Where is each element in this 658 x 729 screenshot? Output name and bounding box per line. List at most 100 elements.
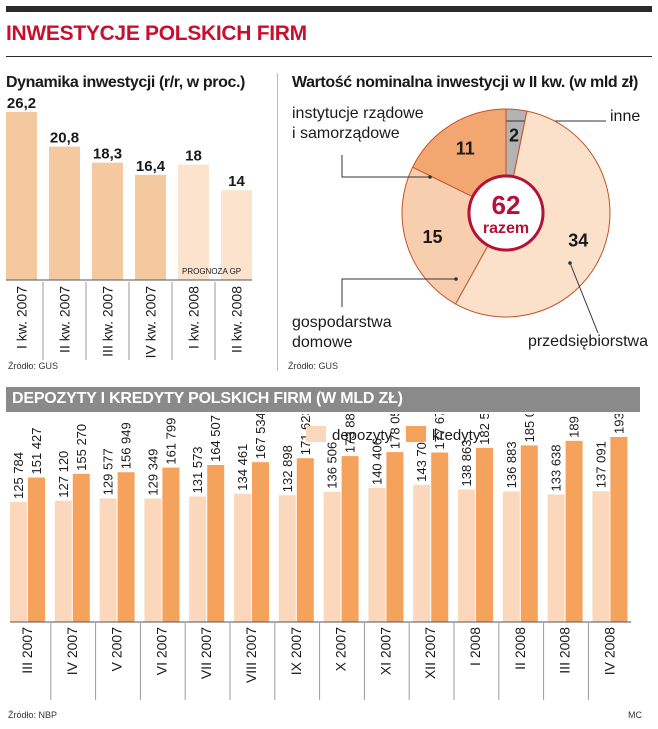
deposits-category-label: X 2007 (333, 627, 349, 672)
deposit-value-label: 138 863 (459, 440, 474, 487)
pie-total-label: razem (483, 220, 529, 237)
growth-value-label: 14 (228, 173, 245, 190)
legend-label: kredyty (432, 427, 481, 444)
pie-category-label: i samorządowe (292, 125, 400, 142)
credit-bar (117, 472, 135, 622)
growth-category-label: II kw. 2007 (57, 286, 73, 353)
growth-category-label: I kw. 2008 (186, 286, 202, 349)
deposit-value-label: 125 784 (11, 452, 26, 499)
pie-leader-line (569, 262, 599, 334)
credit-value-label: 182 538 (477, 414, 492, 445)
growth-bar (6, 112, 37, 280)
credit-bar (341, 456, 359, 622)
deposit-value-label: 133 638 (549, 444, 564, 491)
title-divider (6, 56, 652, 57)
credit-bar (565, 440, 583, 622)
pie-value-label: 15 (423, 227, 443, 247)
pie-total-value: 62 (492, 190, 521, 220)
pie-leader-line (341, 155, 430, 178)
deposit-bar (592, 491, 610, 622)
deposit-bar (99, 498, 117, 622)
deposits-source: Źródło: NBP (8, 710, 58, 720)
forecast-label: PROGNOZA GP (182, 267, 241, 276)
deposits-category-label: V 2007 (109, 627, 125, 672)
growth-source: Źródło: GUS (8, 361, 59, 371)
deposits-category-label: VI 2007 (153, 627, 169, 675)
credit-bar (252, 462, 269, 622)
deposits-category-label: IV 2008 (601, 627, 617, 675)
credit-bar (28, 477, 45, 622)
pie-value-label: 2 (509, 125, 519, 145)
deposits-category-label: VIII 2007 (243, 627, 259, 683)
pie-value-label: 11 (456, 139, 475, 159)
credit-value-label: 177 671 (432, 414, 447, 449)
deposit-bar (458, 489, 475, 622)
credit-bar (296, 458, 314, 622)
credit-value-label: 178 051 (387, 414, 402, 449)
deposits-category-label: XI 2007 (377, 627, 393, 675)
growth-value-label: 16,4 (136, 158, 166, 175)
credit-value-label: 155 270 (74, 424, 89, 471)
growth-value-label: 18,3 (93, 146, 122, 163)
pie-leader-line (341, 278, 456, 307)
pie-leader-dot (428, 175, 432, 179)
deposits-category-label: XII 2007 (422, 627, 438, 679)
deposit-bar (10, 501, 27, 622)
credit-value-label: 171 623 (298, 414, 313, 455)
growth-category-label: III kw. 2007 (100, 286, 116, 357)
legend-label: depozyty (332, 427, 393, 444)
deposits-category-label: II 2008 (512, 627, 528, 670)
deposit-value-label: 131 573 (190, 446, 205, 493)
growth-value-label: 26,2 (7, 95, 36, 112)
credit-value-label: 167 534 (253, 414, 268, 459)
deposit-bar (413, 484, 431, 622)
credit-value-label: 161 799 (163, 418, 178, 465)
deposit-value-label: 140 406 (369, 438, 384, 485)
nominal-chart-title: Wartość nominalna inwestycji w II kw. (w… (292, 74, 638, 91)
deposit-value-label: 127 120 (56, 451, 71, 498)
credit-bar (162, 467, 180, 622)
nominal-source: Źródło: GUS (288, 361, 339, 371)
pie-category-label: instytucje rządowe (292, 105, 424, 122)
deposit-bar (234, 493, 251, 622)
top-rule (6, 6, 652, 12)
credit-value-label: 151 427 (29, 428, 44, 475)
credit-value-label: 164 507 (208, 415, 223, 462)
deposit-bar (144, 498, 162, 622)
deposit-value-label: 134 461 (235, 444, 250, 491)
credit-value-label: 193 886 (611, 414, 626, 434)
growth-chart-title: Dynamika inwestycji (r/r, w proc.) (6, 74, 245, 91)
deposits-category-label: IV 2007 (64, 627, 80, 675)
deposits-chart-title: DEPOZYTY I KREDYTY POLSKICH FIRM (W MLD … (12, 390, 403, 407)
deposits-category-label: IX 2007 (288, 627, 304, 675)
legend-swatch (406, 426, 426, 442)
growth-category-label: I kw. 2007 (14, 286, 30, 349)
deposits-category-label: III 2007 (19, 627, 35, 674)
credit-bar (72, 473, 90, 622)
growth-bar (135, 174, 166, 280)
pie-leader-dot (568, 261, 572, 265)
deposits-category-label: III 2008 (557, 627, 573, 674)
author-credit: MC (628, 710, 642, 720)
deposit-value-label: 136 506 (325, 442, 340, 489)
credit-value-label: 173 887 (343, 414, 358, 453)
pie-center-ring (467, 174, 545, 252)
pie-category-label: przedsiębiorstwa (528, 333, 648, 350)
deposits-category-label: VII 2007 (198, 627, 214, 679)
deposit-value-label: 132 898 (280, 445, 295, 492)
deposit-value-label: 143 702 (414, 435, 429, 482)
growth-bar (49, 146, 80, 280)
deposit-value-label: 136 883 (504, 441, 519, 488)
pie-category-label: inne (610, 108, 640, 125)
deposit-bar (278, 495, 296, 622)
deposit-bar (368, 488, 386, 622)
credit-value-label: 189 855 (567, 414, 582, 438)
pie-category-label: gospodarstwa (292, 314, 392, 331)
nominal-pie-chart: 2 inne 34 przedsiębiorstwa 15 gospodarstwa dom… (292, 105, 648, 351)
growth-bar (92, 162, 123, 280)
page-title: INWESTYCJE POLSKICH FIRM (6, 22, 307, 45)
credit-value-label: 185 063 (522, 414, 537, 442)
credit-bar (207, 465, 225, 622)
credit-bar (476, 447, 493, 622)
